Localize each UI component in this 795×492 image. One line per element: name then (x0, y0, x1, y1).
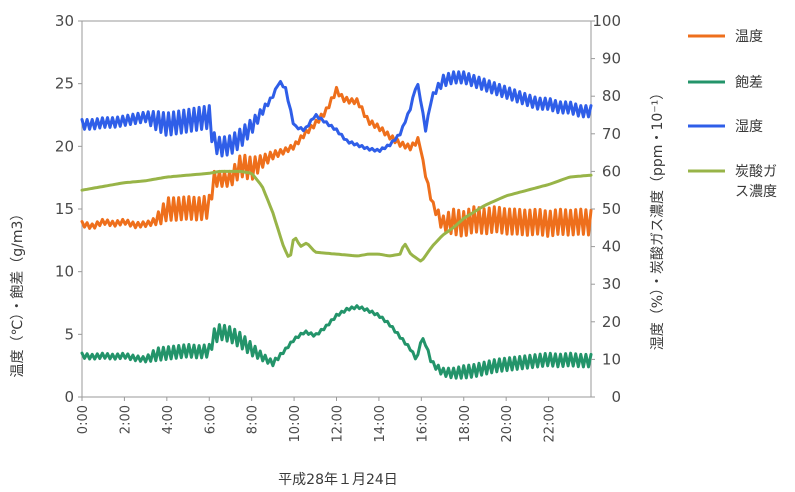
right-axis-ticks: 0 10 20 30 40 50 60 70 80 90 100 (591, 12, 621, 406)
right-tick-label: 20 (602, 313, 621, 331)
right-tick-label: 50 (602, 200, 621, 218)
right-tick-label: 10 (602, 350, 621, 368)
left-tick-label: 25 (55, 75, 74, 93)
right-tick-label: 60 (602, 162, 621, 180)
x-tick-label: 6:00 (203, 405, 218, 434)
x-tick-label: 12:00 (331, 405, 346, 442)
right-tick-label: 100 (592, 12, 621, 30)
legend-label: 飽差 (735, 74, 763, 91)
right-tick-label: 30 (602, 275, 621, 293)
legend-label: 炭酸ガス濃度 (735, 164, 777, 200)
right-tick-label: 70 (602, 125, 621, 143)
left-tick-label: 15 (55, 200, 74, 218)
x-tick-label: 10:00 (288, 405, 303, 442)
x-axis-title: 平成28年１月24日 (278, 472, 398, 488)
x-tick-label: 18:00 (458, 405, 473, 442)
left-tick-label: 5 (64, 325, 74, 343)
legend-label: 温度 (735, 29, 763, 45)
left-tick-label: 10 (55, 263, 74, 281)
right-axis-title: 湿度（%）・炭酸ガス濃度（ppm・10⁻¹） (650, 86, 666, 351)
x-tick-label: 14:00 (373, 405, 388, 442)
left-axis-ticks: 0 5 10 15 20 25 30 (55, 12, 82, 406)
left-tick-label: 30 (55, 12, 74, 30)
x-tick-label: 8:00 (246, 405, 261, 434)
right-tick-label: 0 (611, 388, 621, 406)
right-tick-label: 90 (602, 50, 621, 68)
x-tick-label: 20:00 (500, 405, 515, 442)
left-tick-label: 0 (64, 388, 74, 406)
series-line-3 (80, 169, 593, 263)
x-tick-label: 0:00 (76, 405, 91, 434)
series-line-1 (80, 304, 593, 380)
x-tick-label: 22:00 (543, 405, 558, 442)
right-tick-label: 80 (602, 87, 621, 105)
series-line-2 (80, 70, 593, 158)
left-axis-title: 温度（℃）・飽差（g/m3） (9, 207, 26, 378)
left-tick-label: 20 (55, 137, 74, 155)
x-axis-ticks: 0:00 2:00 4:00 6:00 8:00 10:00 12:00 14:00 16:00… (76, 397, 558, 442)
series-line-0 (80, 85, 593, 238)
x-tick-label: 16:00 (415, 405, 430, 442)
right-tick-label: 40 (602, 238, 621, 256)
x-tick-label: 4:00 (161, 405, 176, 434)
legend-label: 湿度 (735, 119, 763, 135)
series-lines (80, 70, 593, 380)
x-tick-label: 2:00 (118, 405, 133, 434)
